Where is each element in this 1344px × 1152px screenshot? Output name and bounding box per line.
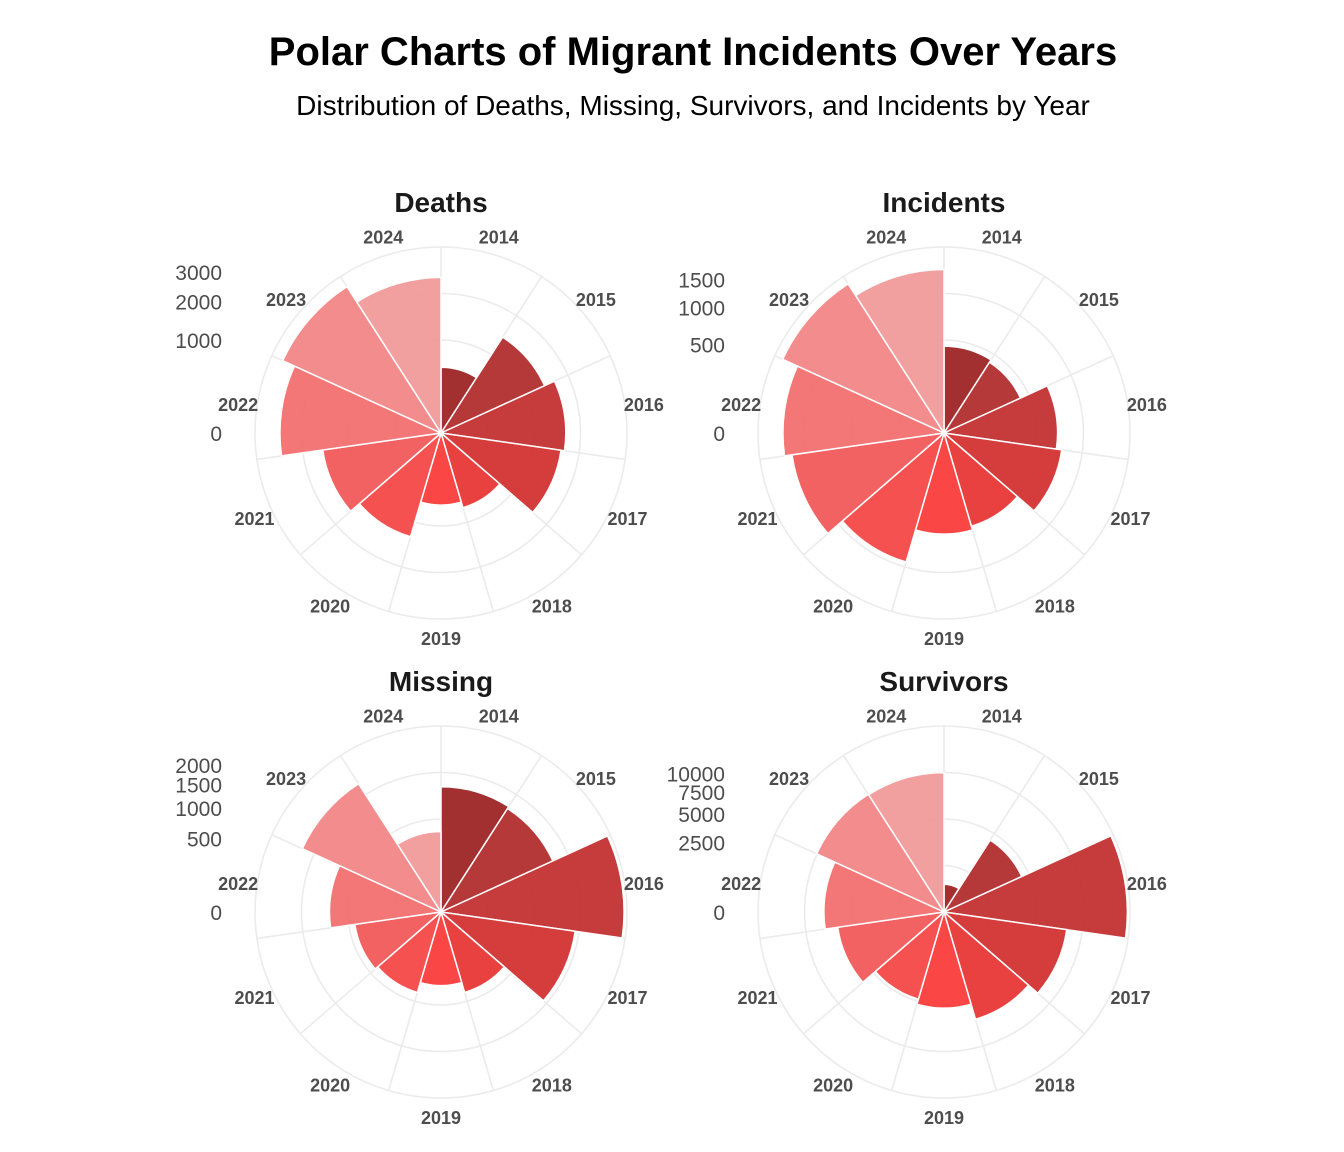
bar-survivors-2018 [942,909,1030,1021]
category-label: 2014 [479,706,519,726]
category-label: 2015 [1079,290,1119,310]
radial-tick-label: 1000 [678,298,725,321]
category-label: 2021 [738,509,778,529]
category-label: 2020 [310,1075,350,1095]
category-label: 2019 [924,629,964,649]
radial-tick-label: 0 [210,902,222,925]
category-label: 2023 [266,769,306,789]
category-label: 2017 [1110,988,1150,1008]
category-label: 2022 [218,395,258,415]
polar-panel-deaths: 2014 2015 2016 2017 2018 2019 2020 2021 2022 2023… [175,187,664,649]
category-label: 2019 [924,1108,964,1128]
category-label: 2018 [1035,1075,1075,1095]
bar-missing-2014 [440,786,510,915]
category-label: 2017 [1110,509,1150,529]
category-label: 2021 [235,988,275,1008]
bar-incidents-2022 [782,365,947,457]
category-label: 2014 [982,706,1022,726]
category-label: 2017 [607,509,647,529]
radial-tick-label: 5000 [678,804,725,827]
category-label: 2021 [235,509,275,529]
category-label: 2022 [721,874,761,894]
bar-missing-2024 [396,830,442,915]
category-label: 2019 [421,1108,461,1128]
bar-incidents-2021 [791,431,947,535]
category-label: 2016 [1127,395,1167,415]
category-label: 2015 [576,290,616,310]
polar-panel-incidents: 2014 2015 2016 2017 2018 2019 2020 2021 2022 2023… [678,187,1167,649]
category-label: 2024 [866,706,906,726]
category-label: 2020 [310,596,350,616]
category-label: 2023 [769,290,809,310]
category-label: 2020 [813,1075,853,1095]
category-label: 2017 [607,988,647,1008]
radial-tick-label: 2000 [175,755,222,778]
radial-tick-label: 0 [713,423,725,446]
category-label: 2018 [532,1075,572,1095]
bar-incidents-2024 [854,268,945,436]
category-label: 2023 [769,769,809,789]
radial-tick-label: 2500 [678,833,725,856]
radial-tick-label: 2000 [175,291,222,314]
category-label: 2018 [532,596,572,616]
radial-tick-label: 0 [210,423,222,446]
radial-tick-label: 500 [187,828,222,851]
bar-incidents-2017 [941,431,1063,512]
radial-tick-label: 1500 [175,775,222,798]
category-label: 2021 [738,988,778,1008]
radial-tick-label: 1500 [678,269,725,292]
category-label: 2016 [1127,874,1167,894]
radial-tick-label: 0 [713,902,725,925]
category-label: 2024 [866,227,906,247]
bar-missing-2016 [438,834,625,939]
chart-subtitle: Distribution of Deaths, Missing, Survivo… [296,90,1090,121]
category-label: 2014 [982,227,1022,247]
bar-survivors-2017 [941,910,1068,995]
bar-deaths-2023 [281,285,444,435]
category-label: 2018 [1035,596,1075,616]
bar-survivors-2016 [941,834,1129,939]
category-label: 2015 [1079,769,1119,789]
bar-deaths-2024 [355,276,442,436]
bar-missing-2023 [301,782,444,914]
radial-tick-label: 1000 [175,330,222,353]
radial-tick-label: 3000 [175,262,222,285]
bar-deaths-2016 [438,380,567,452]
bar-missing-2018 [439,909,506,994]
radial-tick-label: 7500 [678,782,725,805]
chart-title: Polar Charts of Migrant Incidents Over Y… [268,30,1118,74]
category-label: 2015 [576,769,616,789]
bar-deaths-2022 [279,365,444,457]
bar-deaths-2018 [439,430,501,509]
radial-tick-label: 1000 [175,798,222,821]
category-label: 2020 [813,596,853,616]
category-label: 2022 [218,874,258,894]
category-label: 2014 [479,227,519,247]
category-label: 2016 [624,874,664,894]
panel-title: Incidents [883,187,1006,218]
bar-survivors-2024 [867,771,945,915]
polar-panel-missing: 2014 2015 2016 2017 2018 2019 2020 2021 2022 2023… [175,666,664,1128]
radial-tick-label: 500 [690,334,725,357]
panel-title: Deaths [394,187,487,218]
panel-title: Missing [389,666,493,697]
category-label: 2016 [624,395,664,415]
category-label: 2019 [421,629,461,649]
polar-panel-survivors: 2014 2015 2016 2017 2018 2019 2020 2021 2022 2023… [667,666,1167,1128]
bar-survivors-2023 [815,793,947,914]
bar-deaths-2017 [438,431,562,514]
radial-tick-label: 10000 [667,763,725,786]
bar-missing-2017 [438,910,577,1002]
bar-incidents-2023 [781,282,947,435]
category-label: 2024 [363,227,403,247]
bar-survivors-2019 [916,909,972,1009]
category-label: 2022 [721,395,761,415]
panel-title: Survivors [879,666,1008,697]
category-label: 2023 [266,290,306,310]
category-label: 2024 [363,706,403,726]
